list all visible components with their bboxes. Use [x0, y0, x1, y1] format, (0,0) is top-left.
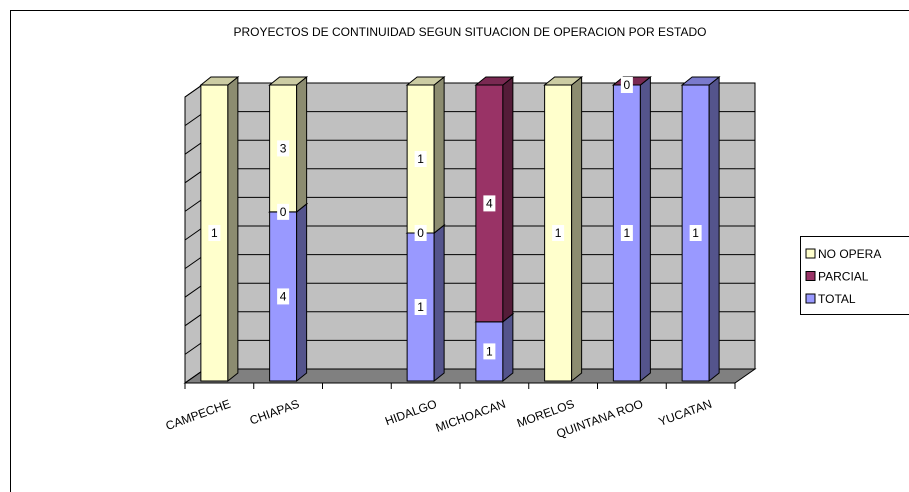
data-label-box	[414, 225, 427, 241]
bar-segment	[680, 75, 721, 383]
bar-side	[433, 75, 445, 235]
data-label-box	[208, 225, 221, 241]
data-label-box	[552, 225, 565, 241]
data-label: 3	[280, 141, 287, 155]
data-label-box	[483, 343, 496, 360]
legend-label: NO OPERA	[818, 247, 881, 261]
data-label-box	[277, 140, 290, 157]
data-label: 0	[280, 205, 287, 219]
bar-top	[199, 76, 240, 86]
bar-side	[502, 75, 514, 323]
data-label-box	[277, 288, 290, 305]
data-label-box	[414, 151, 427, 167]
data-label-box	[620, 225, 633, 241]
bar-segment	[474, 75, 515, 323]
legend-swatch	[805, 293, 816, 304]
data-label: 1	[692, 226, 699, 240]
bar-side	[296, 75, 308, 213]
data-label-box	[620, 77, 633, 93]
legend-label: PARCIAL	[818, 270, 869, 284]
chart-title: PROYECTOS DE CONTINUIDAD SEGUN SITUACION…	[234, 25, 707, 39]
data-label: 1	[417, 152, 424, 166]
bar-side	[296, 202, 308, 383]
bar-top	[405, 76, 446, 86]
bar-side	[227, 75, 239, 383]
data-label-box	[483, 195, 496, 212]
legend-box	[800, 236, 909, 315]
data-label-box	[277, 203, 290, 220]
data-label: 1	[211, 226, 218, 240]
data-label: 1	[486, 344, 493, 358]
bar-side	[639, 75, 651, 383]
data-label: 1	[555, 226, 562, 240]
data-label: 1	[417, 300, 424, 314]
bar-side	[571, 75, 583, 383]
bar-top	[680, 76, 721, 86]
bar-top	[543, 76, 584, 86]
bar-side	[502, 312, 514, 383]
data-label-box	[689, 225, 702, 241]
data-label: 4	[486, 196, 493, 210]
data-label: 0	[624, 78, 631, 92]
data-label: 4	[280, 289, 287, 303]
bar-top	[474, 76, 515, 86]
data-label-box	[414, 299, 427, 315]
data-label: 0	[417, 226, 424, 240]
legend-swatch	[805, 271, 816, 281]
data-label: 1	[624, 226, 631, 240]
legend-swatch	[805, 248, 816, 259]
bar-side	[708, 75, 720, 383]
legend-label: TOTAL	[818, 292, 856, 306]
bar-top	[268, 76, 309, 86]
bar-side	[433, 223, 445, 383]
